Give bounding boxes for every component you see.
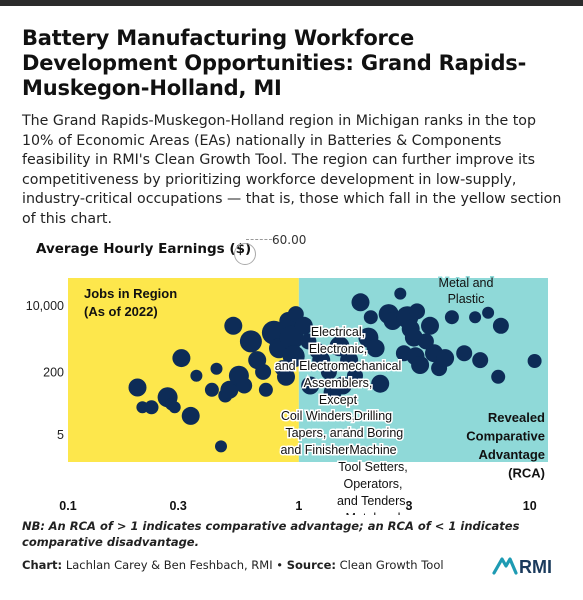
data-point [394, 287, 407, 300]
annotation-electrical-assemblers: Electrical, Electronic, and Electromechani… [275, 325, 401, 407]
data-point [444, 310, 459, 325]
region-label-rca: Revealed Comparative Advantage (RCA) [466, 410, 545, 481]
legend-size-circle [234, 243, 256, 265]
credit-source-label: Source: [286, 558, 336, 572]
legend-size-value: 60.00 [272, 233, 307, 247]
rmi-logo-mark [492, 557, 518, 575]
footnote: NB: An RCA of > 1 indicates comparative … [22, 518, 562, 550]
credit-authors: Lachlan Carey & Ben Feshbach, RMI [65, 558, 273, 572]
data-point [436, 349, 455, 368]
annotation-drilling-boring: Drilling and Boring Machine Tool Setters, Op… [337, 409, 409, 515]
data-point [329, 336, 350, 357]
data-point [190, 369, 203, 382]
data-point [482, 306, 495, 319]
scatter-chart: Metal and Plastic Electrical, Electronic, a… [26, 275, 548, 516]
data-point [527, 354, 542, 368]
data-point [181, 406, 200, 425]
data-point [224, 316, 243, 335]
data-point [351, 293, 370, 312]
data-point [294, 316, 313, 335]
data-point [469, 311, 482, 324]
data-point [258, 382, 273, 397]
credit-chart-label: Chart: [22, 558, 63, 572]
credit-separator: • [276, 558, 284, 572]
data-point [128, 378, 147, 397]
data-point [210, 362, 223, 375]
data-point [255, 363, 272, 380]
legend-title: Average Hourly Earnings ($) [36, 241, 252, 257]
data-point [168, 401, 181, 414]
data-point [409, 303, 425, 320]
data-point [472, 352, 489, 369]
data-point [172, 349, 191, 368]
rmi-logo-text: RMI [519, 557, 552, 577]
data-point [215, 440, 227, 453]
y-axis-ticks: 5 200 10,000 [26, 299, 64, 442]
region-labels: Jobs in Region (As of 2022) Revealed Compa… [84, 286, 545, 481]
x-tick-label: 0.3 [169, 499, 186, 513]
data-point [236, 377, 253, 394]
annotation-coil-winders: Coil Winders, Tapers, and and Finishers [280, 409, 355, 457]
data-point [363, 310, 378, 325]
y-tick-label: 5 [57, 428, 64, 442]
chart-description: The Grand Rapids-Muskegon-Holland region… [22, 113, 562, 227]
y-tick-label: 10,000 [26, 299, 64, 313]
data-point [492, 317, 509, 334]
x-tick-label: 0.1 [59, 499, 76, 513]
x-tick-label: 3 [406, 499, 413, 513]
data-point [340, 351, 359, 370]
data-point [421, 316, 439, 335]
legend-leader-line [246, 239, 272, 240]
data-point [220, 380, 239, 399]
data-point [144, 400, 159, 415]
footnote-text: An RCA of > 1 indicates comparative adva… [22, 519, 520, 549]
x-axis-ticks: 0.1 0.3 1 3 10 [59, 499, 536, 513]
data-point [282, 345, 305, 368]
chart-title: Battery Manufacturing Workforce Developm… [22, 26, 527, 100]
data-point [301, 376, 320, 395]
bottom-spacer [0, 588, 583, 600]
x-tick-label: 1 [295, 499, 302, 513]
x-tick-label: 10 [523, 499, 537, 513]
data-point [239, 330, 262, 353]
footnote-prefix: NB: [22, 519, 45, 533]
top-bar [0, 0, 583, 6]
rmi-logo: RMI [492, 557, 552, 577]
data-point [371, 374, 390, 393]
annotations: Metal and Plastic Electrical, Electronic, a… [273, 275, 495, 516]
data-point [333, 376, 352, 395]
data-point [366, 339, 385, 358]
data-point [204, 382, 219, 397]
data-point [491, 369, 506, 384]
data-point [347, 367, 363, 384]
credit-line: Chart: Lachlan Carey & Ben Feshbach, RMI… [22, 558, 444, 572]
data-point [411, 356, 430, 374]
y-tick-label: 200 [43, 365, 64, 379]
data-point [456, 345, 473, 362]
data-points [128, 287, 542, 453]
region-label-jobs: Jobs in Region (As of 2022) [84, 286, 177, 319]
annotation-metal-plastic: Metal and Plastic [439, 276, 494, 306]
credit-source: Clean Growth Tool [339, 558, 444, 572]
data-point [320, 363, 337, 380]
data-point [277, 367, 295, 386]
